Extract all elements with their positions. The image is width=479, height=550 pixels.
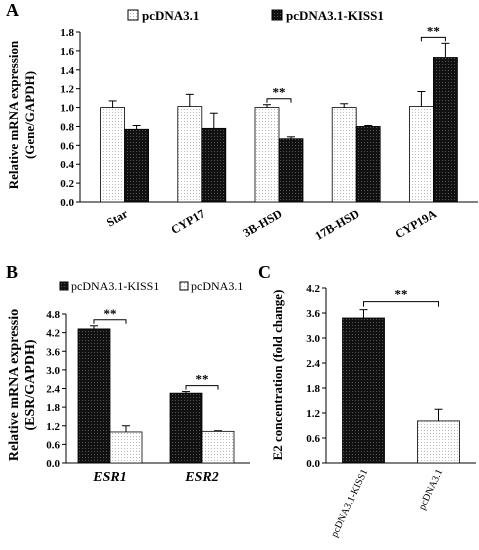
panel-a-bar <box>254 107 280 203</box>
panel-c-y-tick-label: 4.2 <box>306 283 320 295</box>
panel-b-significance-bracket <box>93 319 127 324</box>
panel-c-y-tick-label: 3.6 <box>306 308 320 320</box>
panel-b-y-tick-label: 0.0 <box>46 458 60 470</box>
panel-c-significance-label: ** <box>395 287 408 302</box>
legend-swatch-pcdna31 <box>127 9 139 21</box>
panel-a-bar <box>432 57 458 203</box>
panel-b-y-tick-label: 1.8 <box>46 402 60 414</box>
panel-b-y-tick-label: 3.0 <box>46 365 60 377</box>
panel-c-category-label: pcDNA3.1-KISS1 <box>329 468 370 539</box>
panel-a-category-label: Star <box>104 206 131 229</box>
panel-c-bar <box>342 317 385 464</box>
panel-b-letter: B <box>6 262 18 282</box>
panel-a-letter: A <box>6 0 19 20</box>
legend-label-b-kiss1: pcDNA3.1-KISS1 <box>71 279 159 293</box>
panel-a-y-tick-label: 1.0 <box>60 103 74 115</box>
panel-b-y-tick-label: 0.6 <box>46 439 60 451</box>
panel-b-y-tick-label: 1.2 <box>46 421 60 433</box>
panel-b-y-tick-label: 4.2 <box>46 328 60 340</box>
panel-c-chart: C E2 concentration (fold change) 0.0 0.6 1… <box>258 262 476 539</box>
legend-label-pcdna31-kiss1: pcDNA3.1-KISS1 <box>286 8 384 23</box>
panel-a-bar <box>201 127 227 203</box>
panel-a-y-tick-label: 1.8 <box>60 27 74 39</box>
panel-b-bar <box>77 328 111 464</box>
panel-b-significance-bracket <box>185 385 219 390</box>
panel-a-bar <box>100 107 125 203</box>
panel-c-y-tick-label: 3.0 <box>306 333 320 345</box>
panel-a-category-label: 17B-HSD <box>313 206 362 243</box>
legend-swatch-b-kiss1 <box>59 281 69 291</box>
panel-a-y-tick-label: 1.2 <box>60 84 74 96</box>
panel-c-y-tick-label: 0.0 <box>306 458 320 470</box>
panel-c-bar <box>417 420 460 464</box>
panel-a-significance-bracket <box>266 98 292 103</box>
panel-a-y-tick-label: 0.0 <box>60 197 74 209</box>
panel-b-bar <box>109 431 143 464</box>
panel-b-significance-label: ** <box>104 306 117 321</box>
panel-b-legend: pcDNA3.1-KISS1 pcDNA3.1 <box>59 279 243 293</box>
panel-b-bar <box>169 392 203 464</box>
panel-a-y-tick-label: 0.6 <box>60 140 74 152</box>
panel-a-chart: A pcDNA3.1 pcDNA3.1-KISS1 Relative mRNA … <box>6 0 478 243</box>
panel-a-category-label: CYP19A <box>393 206 440 241</box>
panel-b-bar <box>201 430 235 464</box>
panel-a-y-tick-label: 0.8 <box>60 121 74 133</box>
panel-a-bar <box>124 128 149 203</box>
panel-c-category-label: pcDNA3.1 <box>417 468 445 512</box>
panel-c-ylabel: E2 concentration (fold change) <box>270 290 285 461</box>
panel-a-bar <box>177 106 203 203</box>
panel-b-y-tick-label: 4.8 <box>46 309 60 321</box>
panel-a-legend: pcDNA3.1 pcDNA3.1-KISS1 <box>127 8 384 23</box>
legend-label-pcdna31: pcDNA3.1 <box>142 8 199 23</box>
panel-a-bar <box>278 138 304 203</box>
panel-b-y-tick-label: 2.4 <box>46 384 60 396</box>
panel-c-letter: C <box>258 262 271 282</box>
panel-a-y-tick-label: 1.6 <box>60 46 74 58</box>
panel-a-y-tick-label: 0.4 <box>60 159 74 171</box>
panel-b-chart: B pcDNA3.1-KISS1 pcDNA3.1 Relative mRNA … <box>6 262 250 485</box>
panel-c-y-tick-label: 1.2 <box>306 408 320 420</box>
panel-b-category-label: ESR1 <box>92 470 126 485</box>
legend-swatch-b-pcdna31 <box>179 281 189 291</box>
panel-a-category-label: 3B-HSD <box>241 206 285 240</box>
panel-b-category-label: ESR2 <box>184 470 218 485</box>
panel-a-category-label: CYP17 <box>169 206 208 236</box>
panel-a-ylabel-line1: Relative mRNA expression <box>6 40 21 189</box>
panel-a-ylabel-line2: (Gene/GAPDH) <box>22 71 37 159</box>
panel-a-significance-bracket <box>420 36 446 42</box>
panel-c-y-tick-label: 0.6 <box>306 433 320 445</box>
panel-b-y-tick-label: 3.6 <box>46 346 60 358</box>
panel-a-y-tick-label: 1.4 <box>60 65 74 77</box>
panel-b-ylabel-line2: (ESR/GAPDH) <box>23 339 38 430</box>
panel-a-bar <box>355 126 381 203</box>
panel-c-y-tick-label: 1.8 <box>306 383 320 395</box>
panel-a-significance-label: ** <box>427 23 440 38</box>
legend-label-b-pcdna31: pcDNA3.1 <box>191 279 243 293</box>
panel-b-ylabel-line1: Relative mRNA expressio <box>7 309 22 461</box>
panel-b-significance-label: ** <box>196 372 209 387</box>
legend-swatch-pcdna31-kiss1 <box>271 9 283 21</box>
panel-a-significance-label: ** <box>273 85 286 100</box>
panel-a-y-tick-label: 0.2 <box>60 178 74 190</box>
panel-c-y-tick-label: 2.4 <box>306 358 320 370</box>
panel-a-bar <box>408 106 434 203</box>
panel-a-bar <box>331 107 357 203</box>
panel-c-significance-bracket <box>363 301 439 307</box>
